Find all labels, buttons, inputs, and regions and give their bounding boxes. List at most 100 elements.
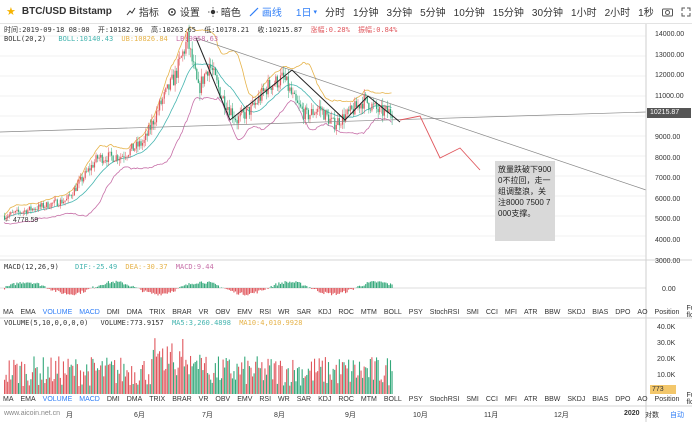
indicator-tab[interactable]: AO	[637, 395, 648, 403]
indicator-tab[interactable]: ROC	[338, 308, 354, 316]
volume-bar	[315, 372, 317, 394]
indicator-tab[interactable]: EMV	[237, 395, 253, 403]
macd-bar	[217, 285, 219, 288]
period-tab[interactable]: 10分钟	[453, 8, 485, 19]
indicator-tab[interactable]: MACD	[79, 308, 100, 316]
indicator-tab[interactable]: ROC	[338, 395, 354, 403]
indicator-tab[interactable]: TRIX	[149, 308, 166, 316]
indicator-tab[interactable]: RSI	[259, 395, 272, 403]
indicator-tab[interactable]: CCI	[485, 395, 498, 403]
period-tab[interactable]: 5分钟	[420, 8, 446, 19]
log-scale-toggle[interactable]: 对数	[645, 412, 659, 419]
period-tab[interactable]: 分时	[324, 8, 345, 19]
candle-body	[120, 156, 122, 160]
indicator-tab[interactable]: SMI	[466, 395, 479, 403]
settings-button[interactable]: 设置	[163, 0, 204, 24]
indicator-tab[interactable]: BRAR	[172, 395, 192, 403]
period-right[interactable]: 1秒	[638, 8, 654, 19]
indicator-tab[interactable]: ATR	[523, 395, 538, 403]
indicator-tab[interactable]: DMA	[126, 308, 143, 316]
price-chart[interactable]	[0, 24, 692, 422]
indicator-tab[interactable]: Position	[654, 308, 680, 316]
indicator-tab[interactable]: BOLL	[383, 395, 402, 403]
volume-bar	[48, 377, 51, 394]
annotation-note[interactable]: 放量跌破下9000不拉回，走一组调整浪，关注8000 7500 7000支撑。	[495, 161, 555, 241]
period-tab[interactable]: 2小时	[604, 8, 631, 19]
indicator-tab[interactable]: KDJ	[318, 395, 332, 403]
indicator-tab[interactable]: VOLUME	[42, 308, 73, 316]
indicator-tab[interactable]: VOLUME	[42, 395, 73, 403]
candle-body	[248, 106, 251, 115]
indicator-tab[interactable]: KDJ	[318, 308, 332, 316]
indicator-tab[interactable]: ATR	[523, 308, 538, 316]
indicator-tab[interactable]: DMI	[106, 395, 120, 403]
indicator-tab[interactable]: StochRSI	[429, 395, 460, 403]
volume-bar	[81, 384, 83, 394]
auto-scale-toggle[interactable]: 自动	[670, 412, 684, 419]
draw-line-button[interactable]: 画线	[245, 0, 286, 24]
volume-bar	[391, 371, 393, 394]
candle-body	[83, 177, 85, 182]
indicator-tab[interactable]: WR	[278, 308, 290, 316]
indicator-tab[interactable]: EMA	[20, 395, 36, 403]
indicator-tab[interactable]: SKDJ	[567, 308, 586, 316]
indicator-tab[interactable]: DPO	[615, 308, 631, 316]
indicator-tab[interactable]: AO	[637, 308, 648, 316]
period-tab[interactable]: 30分钟	[531, 8, 564, 19]
indicator-tab[interactable]: MACD	[79, 395, 100, 403]
indicator-tab[interactable]: VR	[198, 308, 209, 316]
indicator-tab[interactable]: Position	[654, 395, 680, 403]
indicator-tab[interactable]: BBW	[544, 395, 561, 403]
period-tab[interactable]: 1分钟	[352, 8, 379, 19]
indicator-tab[interactable]: MTM	[360, 308, 377, 316]
volume-bar	[272, 379, 274, 394]
candle-body	[376, 103, 378, 109]
indicator-tab[interactable]: PSY	[408, 308, 423, 316]
indicator-tab[interactable]: MA	[3, 308, 14, 316]
camera-icon[interactable]	[658, 0, 677, 24]
indicator-tab[interactable]: BRAR	[172, 308, 192, 316]
indicators-button[interactable]: 指标	[122, 0, 163, 24]
indicator-tab[interactable]: BBW	[544, 308, 561, 316]
indicator-tab[interactable]: StochRSI	[429, 308, 460, 316]
indicator-tab[interactable]: SAR	[296, 308, 312, 316]
indicator-tab[interactable]: BOLL	[383, 308, 402, 316]
indicator-tab[interactable]: SAR	[296, 395, 312, 403]
period-current-label: 1日	[295, 8, 312, 19]
fullscreen-icon[interactable]	[677, 0, 692, 24]
indicator-tab[interactable]: EMA	[20, 308, 36, 316]
macd-bar	[152, 288, 154, 293]
period-tab[interactable]: 3分钟	[386, 8, 413, 19]
period-current[interactable]: 1日 ▾	[292, 0, 321, 24]
favorite-star-icon[interactable]: ★	[6, 6, 16, 18]
indicator-tab[interactable]: PSY	[408, 395, 423, 403]
indicator-tab[interactable]: MFI	[504, 395, 517, 403]
indicator-tab[interactable]: DPO	[615, 395, 631, 403]
indicator-tab[interactable]: WR	[278, 395, 290, 403]
indicator-tab[interactable]: BIAS	[592, 308, 609, 316]
macd-bar	[382, 282, 384, 288]
indicator-tab[interactable]: RSI	[259, 308, 272, 316]
period-tab[interactable]: 1小时	[571, 8, 597, 19]
candle-body	[250, 104, 252, 115]
indicator-tab[interactable]: MTM	[360, 395, 377, 403]
macd-bar	[239, 288, 241, 294]
indicator-tab[interactable]: SKDJ	[567, 395, 586, 403]
macd-bar	[380, 281, 382, 288]
indicator-tab[interactable]: CCI	[485, 308, 498, 316]
indicator-tab[interactable]: TRIX	[149, 395, 166, 403]
indicator-tab[interactable]: OBV	[215, 395, 231, 403]
period-tab[interactable]: 15分钟	[492, 8, 524, 19]
indicator-tab[interactable]: MA	[3, 395, 14, 403]
dark-mode-button[interactable]: 暗色	[204, 0, 245, 24]
indicator-tab[interactable]: EMV	[237, 308, 253, 316]
indicator-tab[interactable]: BIAS	[592, 395, 609, 403]
indicator-tab[interactable]: DMA	[126, 395, 143, 403]
indicator-tab[interactable]: OBV	[215, 308, 231, 316]
indicator-tab[interactable]: MFI	[504, 308, 517, 316]
indicator-tab[interactable]: DMI	[106, 308, 120, 316]
indicator-tab[interactable]: VR	[198, 395, 209, 403]
indicator-tab[interactable]: SMI	[466, 308, 479, 316]
